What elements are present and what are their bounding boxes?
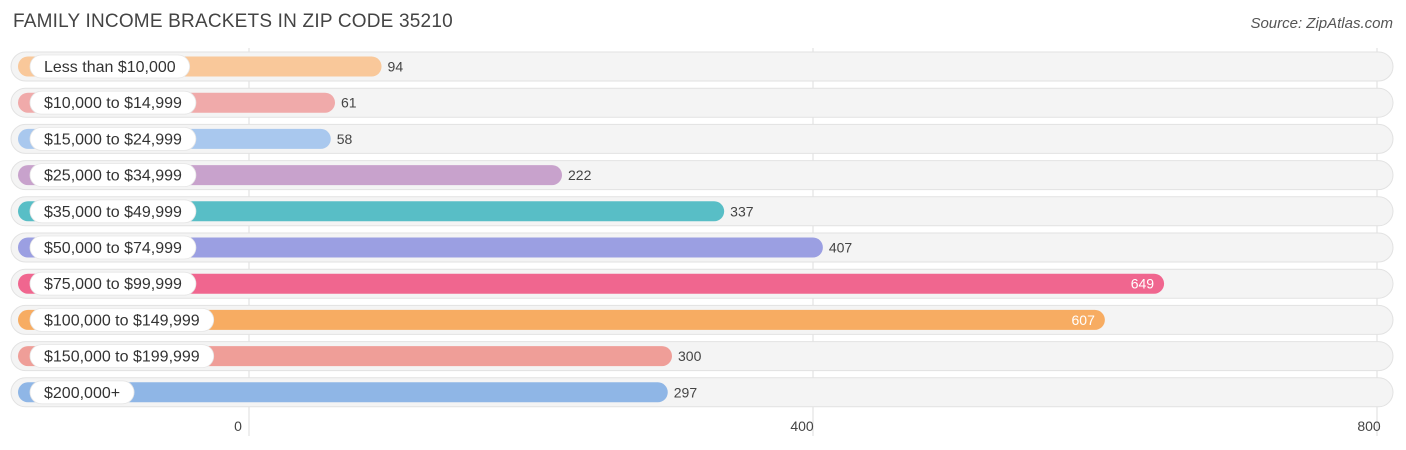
value-label: 300 bbox=[678, 348, 702, 364]
category-label: $200,000+ bbox=[44, 385, 120, 402]
value-label: 222 bbox=[568, 167, 592, 183]
category-pill bbox=[29, 344, 215, 369]
source-note: Source: ZipAtlas.com bbox=[1250, 15, 1393, 32]
category-label: $75,000 to $99,999 bbox=[44, 276, 182, 293]
category-label: Less than $10,000 bbox=[44, 59, 176, 76]
bar bbox=[18, 237, 823, 258]
category-label: $15,000 to $24,999 bbox=[44, 131, 182, 148]
x-tick-label: 400 bbox=[790, 418, 814, 434]
category-pill bbox=[29, 90, 197, 115]
category-label: $100,000 to $149,999 bbox=[44, 312, 200, 329]
value-label: 297 bbox=[674, 384, 698, 400]
bar bbox=[18, 273, 1165, 294]
category-label: $50,000 to $74,999 bbox=[44, 240, 182, 257]
chart-title: FAMILY INCOME BRACKETS IN ZIP CODE 35210 bbox=[13, 11, 453, 32]
value-label: 61 bbox=[341, 95, 357, 111]
category-pill bbox=[29, 127, 197, 151]
bar bbox=[18, 309, 1105, 330]
category-pill bbox=[29, 235, 197, 260]
labels: Less than $10,000 94 $10,000 to $14,999 61 $… bbox=[29, 54, 1155, 405]
category-pill bbox=[29, 380, 135, 405]
x-tick-label: 800 bbox=[1357, 418, 1381, 434]
category-pill bbox=[29, 271, 197, 296]
row-track bbox=[10, 87, 1394, 118]
category-label: $10,000 to $14,999 bbox=[44, 95, 182, 112]
x-axis-ticks: 0 400 800 bbox=[234, 418, 1381, 434]
row-track bbox=[10, 123, 1394, 154]
value-label: 94 bbox=[388, 59, 404, 75]
category-pill bbox=[29, 199, 197, 224]
category-label: $25,000 to $34,999 bbox=[44, 168, 182, 185]
value-label: 649 bbox=[1131, 276, 1155, 292]
category-pill bbox=[29, 163, 197, 188]
category-pill bbox=[29, 54, 191, 79]
value-label: 607 bbox=[1072, 312, 1096, 328]
category-label: $35,000 to $49,999 bbox=[44, 204, 182, 221]
value-label: 58 bbox=[337, 131, 353, 147]
category-label: $150,000 to $199,999 bbox=[44, 349, 200, 366]
value-label: 407 bbox=[829, 240, 853, 256]
value-label: 337 bbox=[730, 203, 754, 219]
x-tick-label: 0 bbox=[234, 418, 242, 434]
category-pill bbox=[29, 307, 215, 332]
bar bbox=[18, 382, 668, 403]
